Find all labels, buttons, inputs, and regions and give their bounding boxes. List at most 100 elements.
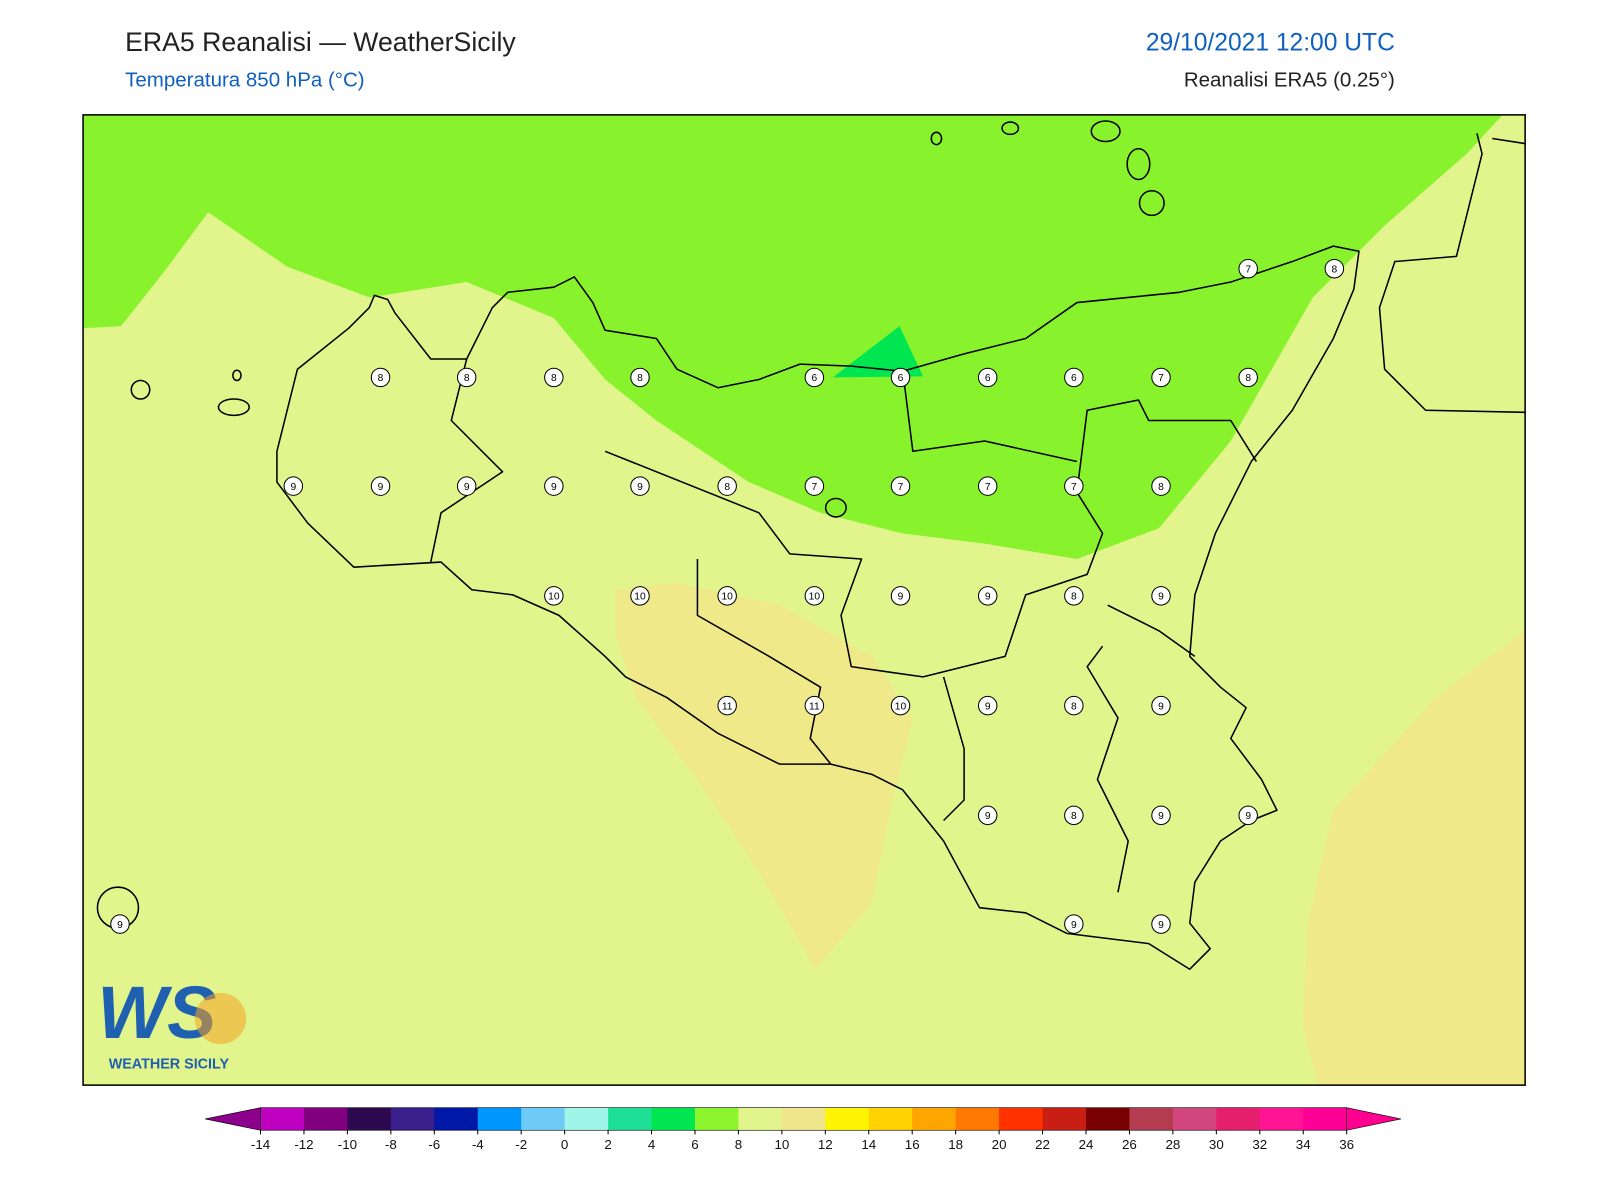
station: 6 (890, 367, 911, 388)
station-marker (977, 805, 998, 826)
station-value: 8 (1245, 373, 1251, 384)
station-value: 8 (551, 373, 557, 384)
station-value: 8 (1158, 482, 1164, 493)
station: 7 (804, 476, 825, 496)
colorbar-segment (825, 1107, 870, 1131)
field-cool (83, 114, 1503, 559)
station: 10 (630, 586, 650, 606)
colorbar-segment (999, 1107, 1044, 1131)
colorbar-segment (868, 1107, 913, 1131)
colorbar-tick-label: -12 (294, 1137, 313, 1152)
station: 8 (544, 367, 564, 388)
station-value: 9 (1158, 920, 1164, 931)
station: 8 (1238, 367, 1258, 388)
station-marker (544, 367, 564, 388)
colorbar-tick-label: 6 (691, 1137, 698, 1152)
colorbar-under (205, 1107, 261, 1131)
station-marker (890, 476, 911, 496)
station-marker (1151, 805, 1171, 826)
colorbar-segment (1216, 1107, 1261, 1131)
station: 6 (977, 367, 998, 388)
station-marker (804, 476, 825, 496)
date: 29/10/2021 12:00 UTC (1146, 30, 1395, 57)
station: 8 (1064, 586, 1084, 606)
station-marker (1238, 805, 1258, 826)
station-marker (1064, 367, 1084, 388)
station-marker (1064, 695, 1084, 716)
station-marker (1324, 258, 1345, 279)
station-marker (890, 367, 911, 388)
colorbar-tick-label: -10 (338, 1137, 357, 1152)
station-value: 7 (985, 482, 991, 493)
station: 9 (1238, 805, 1258, 826)
station: 10 (890, 695, 911, 716)
station: 8 (1151, 476, 1171, 496)
station: 9 (630, 476, 650, 496)
colorbar-tick-label: 8 (735, 1137, 742, 1152)
colorbar-segment (955, 1107, 1000, 1131)
map-frame (82, 114, 1526, 1086)
station: 8 (370, 367, 391, 388)
station: 9 (283, 476, 304, 496)
station: 8 (630, 367, 650, 388)
station-value: 8 (464, 373, 470, 384)
station-marker (804, 695, 825, 716)
colorbar-tick-label: 12 (818, 1137, 833, 1152)
colorbar-tick-label: 32 (1252, 1137, 1267, 1152)
colorbar-tick-label: 34 (1296, 1137, 1311, 1152)
colorbar-tick-label: 0 (561, 1137, 568, 1152)
station-value: 9 (551, 482, 557, 493)
colorbar-tick-label: 16 (905, 1137, 920, 1152)
station: 7 (1064, 476, 1084, 496)
station-value: 9 (1071, 920, 1077, 931)
colorbar-segment (477, 1107, 522, 1131)
station-marker (283, 476, 304, 496)
stations: 8 8 8 8 6 6 6 6 7 8 7 8 9 9 9 9 9 8 7 7 7 7 8 10 10 10 10 9 9 8 9 11 11 1… (110, 258, 1345, 934)
station-marker (717, 586, 737, 606)
station-marker (456, 476, 477, 496)
colorbar-segment (781, 1107, 826, 1131)
colorbar-segment (564, 1107, 609, 1131)
station-marker (977, 476, 998, 496)
station-marker (456, 367, 477, 388)
station-marker (1151, 367, 1171, 388)
station: 7 (1238, 258, 1258, 279)
station-value: 9 (117, 920, 123, 931)
station-marker (110, 914, 130, 934)
station-value: 6 (812, 373, 818, 384)
station: 9 (1064, 914, 1084, 934)
station-value: 9 (1158, 592, 1164, 603)
source: Reanalisi ERA5 (0.25°) (1184, 68, 1395, 91)
station-value: 9 (378, 482, 384, 493)
station-marker (890, 695, 911, 716)
colorbar-segment (738, 1107, 783, 1131)
colorbar-segment (1042, 1107, 1087, 1131)
station-value: 6 (898, 373, 904, 384)
station-marker (630, 586, 650, 606)
station-marker (804, 586, 825, 606)
colorbar-tick-label: -14 (251, 1137, 271, 1152)
station: 10 (804, 586, 825, 606)
colorbar-over (1346, 1107, 1402, 1131)
station: 8 (1064, 695, 1084, 716)
colorbar-segment (912, 1107, 957, 1131)
field-warm (1302, 630, 1526, 1086)
islands (96, 120, 1165, 929)
station-value: 8 (1071, 811, 1077, 822)
station: 11 (717, 695, 737, 716)
station-marker (1238, 367, 1258, 388)
colorbar-tick-label: 10 (774, 1137, 789, 1152)
station-marker (1151, 586, 1171, 606)
station-value: 9 (985, 592, 991, 603)
station-value: 9 (1158, 811, 1164, 822)
station: 9 (544, 476, 564, 496)
logo-name: WEATHER SICILY (109, 1056, 230, 1072)
colorbar-segment (260, 1107, 305, 1131)
station: 8 (456, 367, 477, 388)
field-warm (615, 582, 913, 970)
station-value: 8 (1071, 701, 1077, 712)
station-value: 6 (1071, 373, 1077, 384)
colorbar-tick-label: -6 (428, 1137, 440, 1152)
station-marker (1151, 476, 1171, 496)
